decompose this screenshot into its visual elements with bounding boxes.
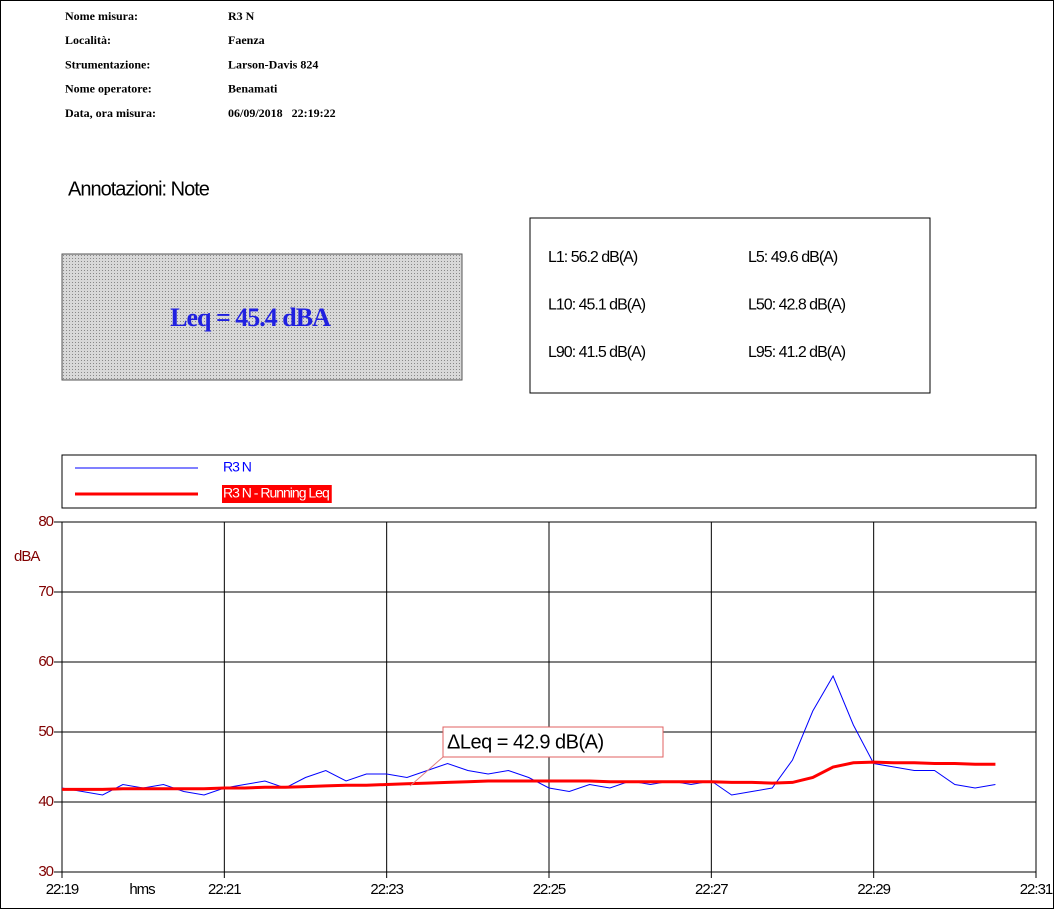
annotation-box [442,726,664,758]
field-label: Nome operatore: [65,82,152,96]
series-line [61,674,996,796]
field-label: Data, ora misura: [65,106,156,120]
field-value: Larson-Davis 824 [228,57,318,71]
percentile: L50: 42.8 dB(A) [748,297,846,314]
y-tick-label: 70 [38,583,53,600]
legend-highlight [222,485,332,503]
field-label: Località: [65,33,111,47]
y-tick-label: 30 [38,863,53,880]
x-tick-label: 22:25 [533,881,566,898]
annotation: ΔLeq = 42.9 dB(A) [447,731,604,753]
legend-label: R3 N [223,459,251,475]
y-tick-label: 60 [38,653,53,670]
annotation-leader [409,756,444,787]
x-tick-label: 22:31 [1020,881,1053,898]
percentile: L5: 49.6 dB(A) [748,249,838,266]
legend-label: R3 N - Running Leq [223,485,329,501]
y-tick-label: 80 [38,513,53,530]
notes: Annotazioni: Note [68,178,210,200]
legend [61,454,1037,509]
x-tick-label: 22:21 [208,881,241,898]
x-tick-label: 22:19 [46,881,79,898]
field-value: 06/09/2018 22:19:22 [228,106,336,120]
x-axis-label: hms [129,881,155,898]
field-label: Strumentazione: [65,57,150,71]
field-value: Faenza [228,33,265,47]
leq-value: Leq = 45.4 dBA [170,303,331,332]
percentile: L90: 41.5 dB(A) [548,344,646,361]
leq-box [61,253,463,381]
field-value: R3 N [228,9,255,23]
x-tick-label: 22:27 [695,881,728,898]
y-tick-label: 50 [38,723,53,740]
x-tick-label: 22:29 [857,881,890,898]
x-tick-label: 22:23 [370,881,403,898]
field-value: Benamati [228,82,278,96]
y-tick-label: 40 [38,793,53,810]
percentile-box [529,217,931,394]
field-label: Nome misura: [65,9,138,23]
percentile: L1: 56.2 dB(A) [548,249,638,266]
y-axis-label: dBA [14,548,40,565]
percentile: L95: 41.2 dB(A) [748,344,846,361]
series-line [62,760,996,791]
percentile: L10: 45.1 dB(A) [548,297,646,314]
